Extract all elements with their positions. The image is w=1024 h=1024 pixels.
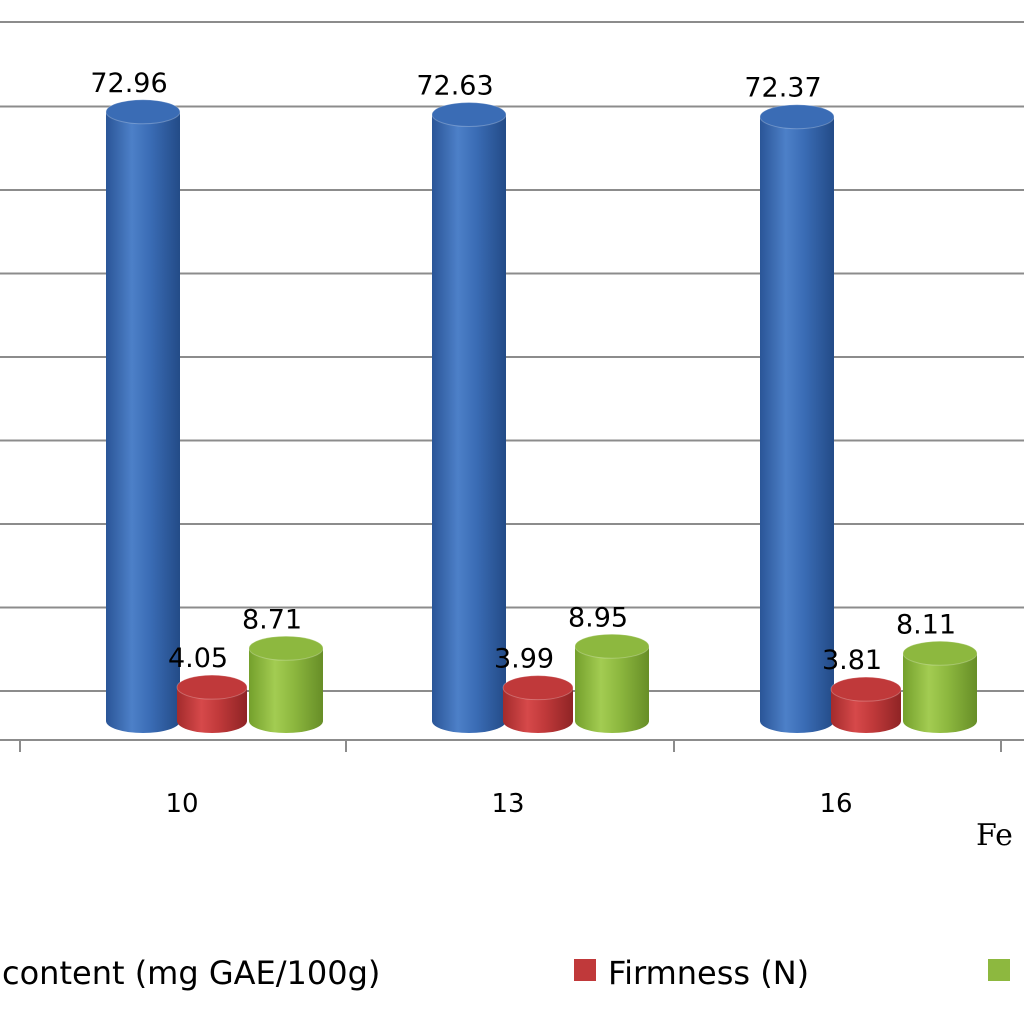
x-axis-ticks — [19, 740, 1002, 752]
bar-top — [902, 640, 978, 666]
bar-body — [575, 646, 649, 733]
value-labels: 72.96 4.05 8.71 72.63 3.99 8.95 72.37 3.81 8.11 — [90, 68, 956, 676]
category-label: 13 — [491, 789, 524, 819]
bar-top — [105, 99, 181, 125]
bar — [502, 675, 574, 733]
bar-body — [503, 687, 573, 733]
value-label: 72.37 — [744, 73, 821, 104]
bar-top — [574, 633, 650, 659]
bar-body — [760, 116, 834, 733]
bar-top — [176, 674, 248, 700]
bar-body — [106, 111, 180, 733]
bar-top — [759, 104, 835, 130]
bar — [902, 640, 978, 733]
bar — [830, 676, 902, 733]
legend-label-content: content (mg GAE/100g) — [2, 954, 380, 992]
legend-swatch-third — [988, 959, 1010, 981]
bar — [759, 104, 835, 733]
bar — [574, 633, 650, 733]
bar-body — [177, 687, 247, 733]
bar — [105, 99, 181, 733]
value-label: 8.95 — [568, 602, 628, 633]
value-label: 72.96 — [90, 68, 167, 99]
legend: content (mg GAE/100g) Firmness (N) — [2, 954, 1010, 992]
bar-top — [431, 102, 507, 128]
category-label: 10 — [165, 789, 198, 819]
category-label: 16 — [819, 789, 852, 819]
bar-body — [903, 653, 977, 733]
legend-swatch-firmness — [574, 959, 596, 981]
value-label: 3.81 — [822, 645, 882, 676]
value-label: 72.63 — [416, 71, 493, 102]
bar — [176, 674, 248, 733]
bar-top — [248, 635, 324, 661]
value-label: 3.99 — [494, 644, 554, 675]
value-label: 8.71 — [242, 604, 302, 635]
category-labels: 10 13 16 — [165, 789, 852, 819]
bar-body — [831, 689, 901, 733]
bar — [248, 635, 324, 733]
value-label: 8.11 — [896, 609, 956, 640]
bar-body — [249, 648, 323, 733]
x-axis-title: Fe — [976, 818, 1013, 853]
bar-top — [502, 675, 574, 701]
value-label: 4.05 — [168, 643, 228, 674]
bar-body — [432, 114, 506, 734]
bars — [105, 99, 978, 734]
bar-top — [830, 676, 902, 702]
legend-label-firmness: Firmness (N) — [608, 954, 809, 992]
bar — [431, 102, 507, 734]
